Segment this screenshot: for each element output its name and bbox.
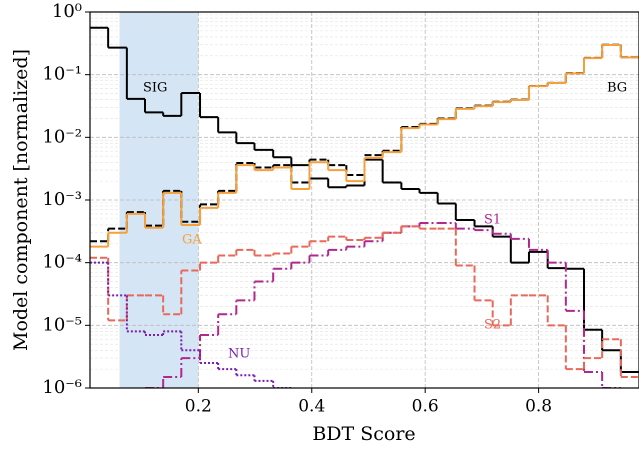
series-label: S2 <box>484 318 501 333</box>
y-tick-label: 10⁻⁶ <box>42 377 82 398</box>
x-tick-label: 0.6 <box>412 397 439 417</box>
x-tick-label: 0.2 <box>185 397 212 417</box>
series-label: NU <box>228 347 250 362</box>
series-label: SIG <box>143 81 167 96</box>
plot-area <box>90 26 639 388</box>
x-axis-label: BDT Score <box>312 423 415 445</box>
series-label: S1 <box>484 213 501 228</box>
y-tick-label: 10⁻⁴ <box>42 252 82 273</box>
x-tick-label: 0.8 <box>525 397 552 417</box>
series-label: GA <box>182 233 202 248</box>
x-tick-label: 0.4 <box>298 397 325 417</box>
y-tick-label: 10⁻⁵ <box>42 314 82 335</box>
y-tick-label: 10⁻² <box>42 126 82 147</box>
series-label: BG <box>607 81 627 96</box>
y-tick-label: 10⁻¹ <box>42 64 82 85</box>
y-axis-label: Model component [normalized] <box>10 49 32 351</box>
y-tick-label: 10⁻³ <box>42 189 82 210</box>
y-tick-label: 10⁰ <box>52 1 82 22</box>
